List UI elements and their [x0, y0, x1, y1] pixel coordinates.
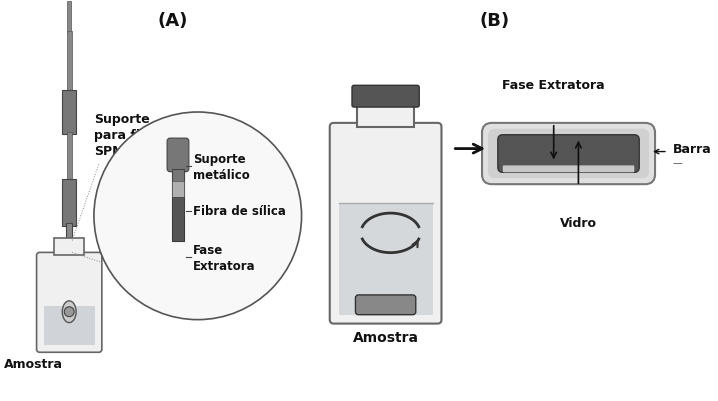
FancyBboxPatch shape — [44, 306, 95, 346]
Text: (B): (B) — [480, 12, 510, 30]
FancyBboxPatch shape — [62, 91, 76, 134]
Text: Fase Extratora: Fase Extratora — [503, 79, 605, 92]
Text: Barra: Barra — [673, 143, 712, 156]
FancyBboxPatch shape — [167, 139, 189, 172]
FancyBboxPatch shape — [62, 180, 76, 226]
Text: Suporte
metálico: Suporte metálico — [193, 152, 250, 181]
FancyBboxPatch shape — [357, 106, 414, 128]
FancyBboxPatch shape — [37, 253, 102, 352]
FancyBboxPatch shape — [488, 130, 649, 179]
FancyBboxPatch shape — [498, 136, 639, 173]
FancyBboxPatch shape — [352, 86, 419, 108]
FancyBboxPatch shape — [55, 238, 84, 256]
Circle shape — [65, 307, 74, 317]
FancyBboxPatch shape — [330, 124, 442, 324]
Text: Suporte
para fibra
SPME: Suporte para fibra SPME — [94, 113, 164, 158]
FancyBboxPatch shape — [67, 32, 72, 93]
FancyBboxPatch shape — [172, 169, 184, 241]
FancyBboxPatch shape — [67, 2, 71, 34]
Text: Amostra: Amostra — [353, 330, 419, 344]
Text: Fase
Extratora: Fase Extratora — [193, 243, 256, 272]
Ellipse shape — [62, 301, 76, 323]
Text: (A): (A) — [158, 12, 188, 30]
FancyBboxPatch shape — [172, 182, 184, 216]
Text: Fibra de sílica: Fibra de sílica — [193, 205, 286, 218]
FancyBboxPatch shape — [339, 203, 432, 315]
Text: —: — — [673, 158, 683, 168]
FancyBboxPatch shape — [503, 166, 634, 173]
Circle shape — [94, 113, 302, 320]
Text: Vidro: Vidro — [560, 216, 597, 229]
FancyBboxPatch shape — [66, 223, 73, 261]
FancyBboxPatch shape — [67, 132, 72, 182]
FancyBboxPatch shape — [355, 295, 416, 315]
FancyBboxPatch shape — [482, 124, 655, 185]
Text: Amostra: Amostra — [4, 357, 63, 370]
FancyBboxPatch shape — [172, 197, 184, 241]
